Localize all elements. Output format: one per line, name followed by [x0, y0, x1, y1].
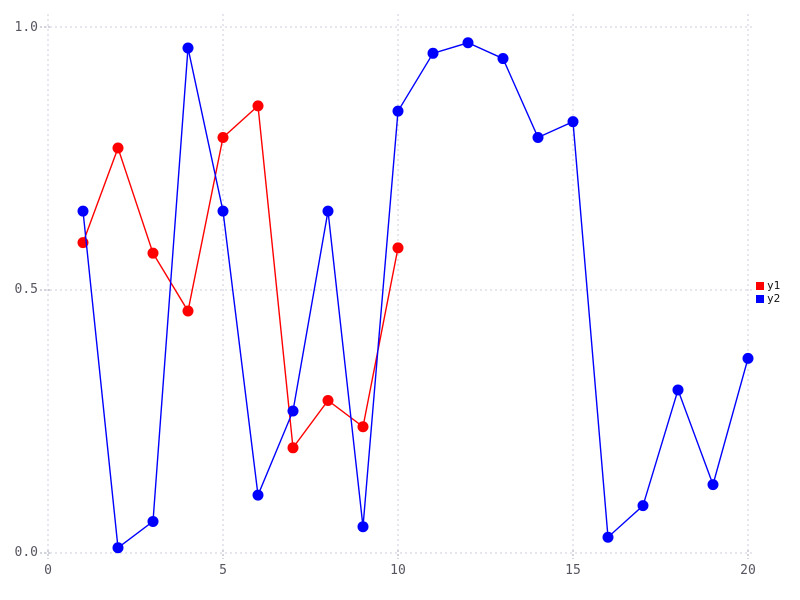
data-point-y2-13	[497, 53, 509, 65]
series-line-y1	[82, 104, 399, 450]
data-point-y2-19	[707, 479, 719, 491]
x-tick-label-15: 15	[565, 563, 581, 578]
data-point-y2-18	[672, 384, 684, 396]
x-tick-label-20: 20	[740, 563, 756, 578]
data-point-y2-2	[112, 542, 124, 554]
data-point-y2-11	[427, 47, 439, 59]
data-point-y2-4	[182, 42, 194, 54]
y-tick-label-0.0: 0.0	[14, 545, 38, 560]
data-point-y2-17	[637, 500, 649, 512]
data-point-y1-3	[147, 247, 159, 259]
data-point-y1-5	[217, 131, 229, 143]
legend-swatch-y1	[756, 282, 764, 290]
data-point-y2-3	[147, 515, 159, 527]
data-point-y2-6	[252, 489, 264, 501]
data-point-y1-6	[252, 100, 264, 112]
legend-label-y1: y1	[767, 279, 781, 292]
legend-item-y2: y2	[756, 293, 780, 305]
data-point-y2-7	[287, 405, 299, 417]
data-point-y2-5	[217, 205, 229, 217]
x-tick-label-5: 5	[219, 563, 227, 578]
data-point-y2-20	[742, 352, 754, 364]
data-point-y1-9	[357, 421, 369, 433]
data-point-y2-10	[392, 105, 404, 117]
data-point-y1-10	[392, 242, 404, 254]
data-point-y2-15	[567, 116, 579, 128]
y-tick-label-1.0: 1.0	[14, 20, 38, 35]
data-point-y1-7	[287, 442, 299, 454]
legend-item-y1: y1	[756, 280, 780, 292]
legend: y1 y2	[756, 280, 780, 305]
data-point-y2-8	[322, 205, 334, 217]
legend-swatch-y2	[756, 295, 764, 303]
data-point-y1-4	[182, 305, 194, 317]
x-tick-label-10: 10	[390, 563, 406, 578]
data-point-y2-9	[357, 521, 369, 533]
data-point-y2-1	[77, 205, 89, 217]
data-point-y2-14	[532, 131, 544, 143]
x-tick-label-0: 0	[44, 563, 52, 578]
data-point-y1-8	[322, 394, 334, 406]
data-point-y1-2	[112, 142, 124, 154]
legend-label-y2: y2	[767, 292, 781, 305]
y-tick-label-0.5: 0.5	[14, 282, 38, 297]
data-point-y2-16	[602, 531, 614, 543]
series-line-y2	[82, 42, 749, 550]
data-point-y2-12	[462, 37, 474, 49]
